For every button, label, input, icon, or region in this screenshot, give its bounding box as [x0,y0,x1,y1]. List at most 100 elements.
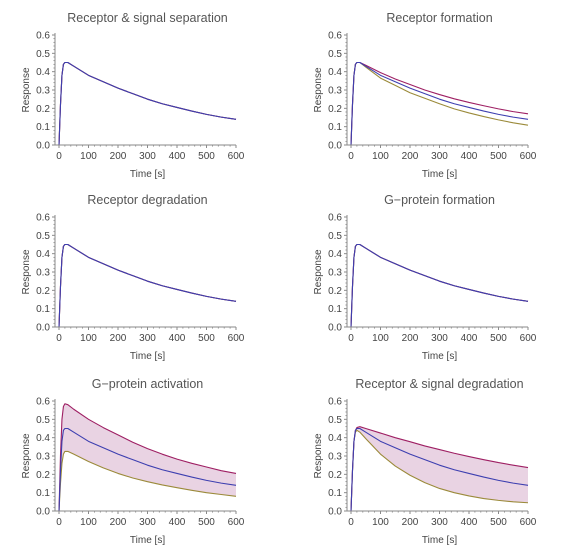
x-tick-label: 400 [461,151,478,162]
y-tick-label: 0.0 [36,507,50,518]
y-tick-label: 0.5 [328,231,342,242]
y-tick-label: 0.1 [36,488,50,499]
chart-panel-1: Receptor & signal separation 0 100 200 300 40… [0,0,285,185]
x-axis-label: Time [s] [130,169,165,180]
y-tick-label: 0.6 [36,31,50,42]
y-tick-label: 0.5 [36,49,50,60]
y-tick-label: 0.6 [328,31,342,42]
y-axis-label: Response [21,249,32,294]
x-tick-label: 300 [431,517,448,528]
chart-title: Receptor & signal degradation [355,377,523,391]
upper-bound-line [350,243,529,328]
upper-bound-line [58,403,237,512]
y-tick-label: 0.2 [328,104,342,115]
y-tick-label: 0.5 [328,49,342,60]
chart-panel-5: G−protein activation 0 100 200 300 400 500 600 0… [0,366,285,551]
y-tick-label: 0.0 [328,323,342,334]
y-tick-label: 0.4 [328,249,342,260]
y-tick-label: 0.5 [328,415,342,426]
x-tick-label: 400 [461,333,478,344]
x-tick-label: 400 [461,517,478,528]
upper-bound-line [58,243,237,328]
y-tick-label: 0.6 [328,213,342,224]
y-tick-label: 0.1 [328,122,342,133]
y-tick-label: 0.3 [36,452,50,463]
x-tick-label: 100 [372,151,389,162]
y-tick-label: 0.6 [36,397,50,408]
upper-bound-line [58,61,237,146]
y-axis-label: Response [313,249,324,294]
chart-svg: Receptor & signal degradation 0 100 200 300 4… [313,377,537,546]
median-line [350,243,529,328]
lower-bound-line [58,450,237,512]
x-tick-label: 500 [198,517,215,528]
y-tick-label: 0.6 [328,397,342,408]
x-tick-label: 500 [490,333,507,344]
y-tick-label: 0.4 [36,249,50,260]
median-line [58,427,237,512]
x-tick-label: 200 [402,151,419,162]
y-tick-label: 0.3 [328,268,342,279]
chart-svg: G−protein formation 0 100 200 300 400 500 600 0.… [313,193,537,362]
y-tick-label: 0.0 [328,141,342,152]
x-tick-label: 300 [139,151,156,162]
y-tick-label: 0.3 [36,268,50,279]
y-tick-label: 0.0 [328,507,342,518]
x-tick-label: 100 [80,517,97,528]
y-axis-label: Response [21,67,32,112]
x-tick-label: 600 [520,333,537,344]
lower-bound-line [350,61,529,146]
x-tick-label: 100 [372,333,389,344]
x-tick-label: 200 [110,333,127,344]
chart-svg: Receptor degradation 0 100 200 300 400 500 600 0… [21,193,245,362]
x-tick-label: 0 [56,517,62,528]
chart-panel-2: Receptor formation 0 100 200 300 400 500 600 0.0… [292,0,570,185]
y-tick-label: 0.5 [36,415,50,426]
chart-panel-6: Receptor & signal degradation 0 100 200 300 4… [292,366,570,551]
x-tick-label: 600 [228,333,245,344]
chart-title: G−protein activation [92,377,204,391]
y-tick-label: 0.2 [328,286,342,297]
y-tick-label: 0.3 [328,452,342,463]
x-axis-label: Time [s] [130,535,165,546]
y-tick-label: 0.0 [36,323,50,334]
x-axis-label: Time [s] [130,351,165,362]
x-tick-label: 100 [80,333,97,344]
x-tick-label: 400 [169,517,186,528]
y-tick-label: 0.3 [328,86,342,97]
x-tick-label: 500 [490,517,507,528]
y-tick-label: 0.3 [36,86,50,97]
y-tick-label: 0.4 [36,67,50,78]
chart-svg: Receptor formation 0 100 200 300 400 500 600 0.0… [313,11,537,180]
chart-svg: G−protein activation 0 100 200 300 400 500 600 0… [21,377,245,546]
y-tick-label: 0.2 [36,104,50,115]
x-tick-label: 100 [80,151,97,162]
x-tick-label: 0 [348,333,354,344]
median-line [58,61,237,146]
y-tick-label: 0.2 [36,470,50,481]
y-tick-label: 0.2 [328,470,342,481]
median-line [350,61,529,146]
median-line [350,427,529,512]
x-axis-label: Time [s] [422,535,457,546]
x-tick-label: 300 [139,517,156,528]
y-tick-label: 0.4 [328,433,342,444]
y-tick-label: 0.1 [328,488,342,499]
uncertainty-band [59,403,236,511]
x-tick-label: 200 [110,517,127,528]
x-tick-label: 600 [520,517,537,528]
x-axis-label: Time [s] [422,351,457,362]
x-tick-label: 500 [198,333,215,344]
lower-bound-line [58,243,237,328]
chart-panel-4: G−protein formation 0 100 200 300 400 500 600 0.… [292,182,570,367]
lower-bound-line [350,243,529,328]
x-tick-label: 0 [348,151,354,162]
x-tick-label: 0 [348,517,354,528]
y-tick-label: 0.5 [36,231,50,242]
x-axis-label: Time [s] [422,169,457,180]
y-tick-label: 0.0 [36,141,50,152]
chart-panel-3: Receptor degradation 0 100 200 300 400 500 600 0… [0,182,285,367]
x-tick-label: 400 [169,151,186,162]
x-tick-label: 600 [228,517,245,528]
